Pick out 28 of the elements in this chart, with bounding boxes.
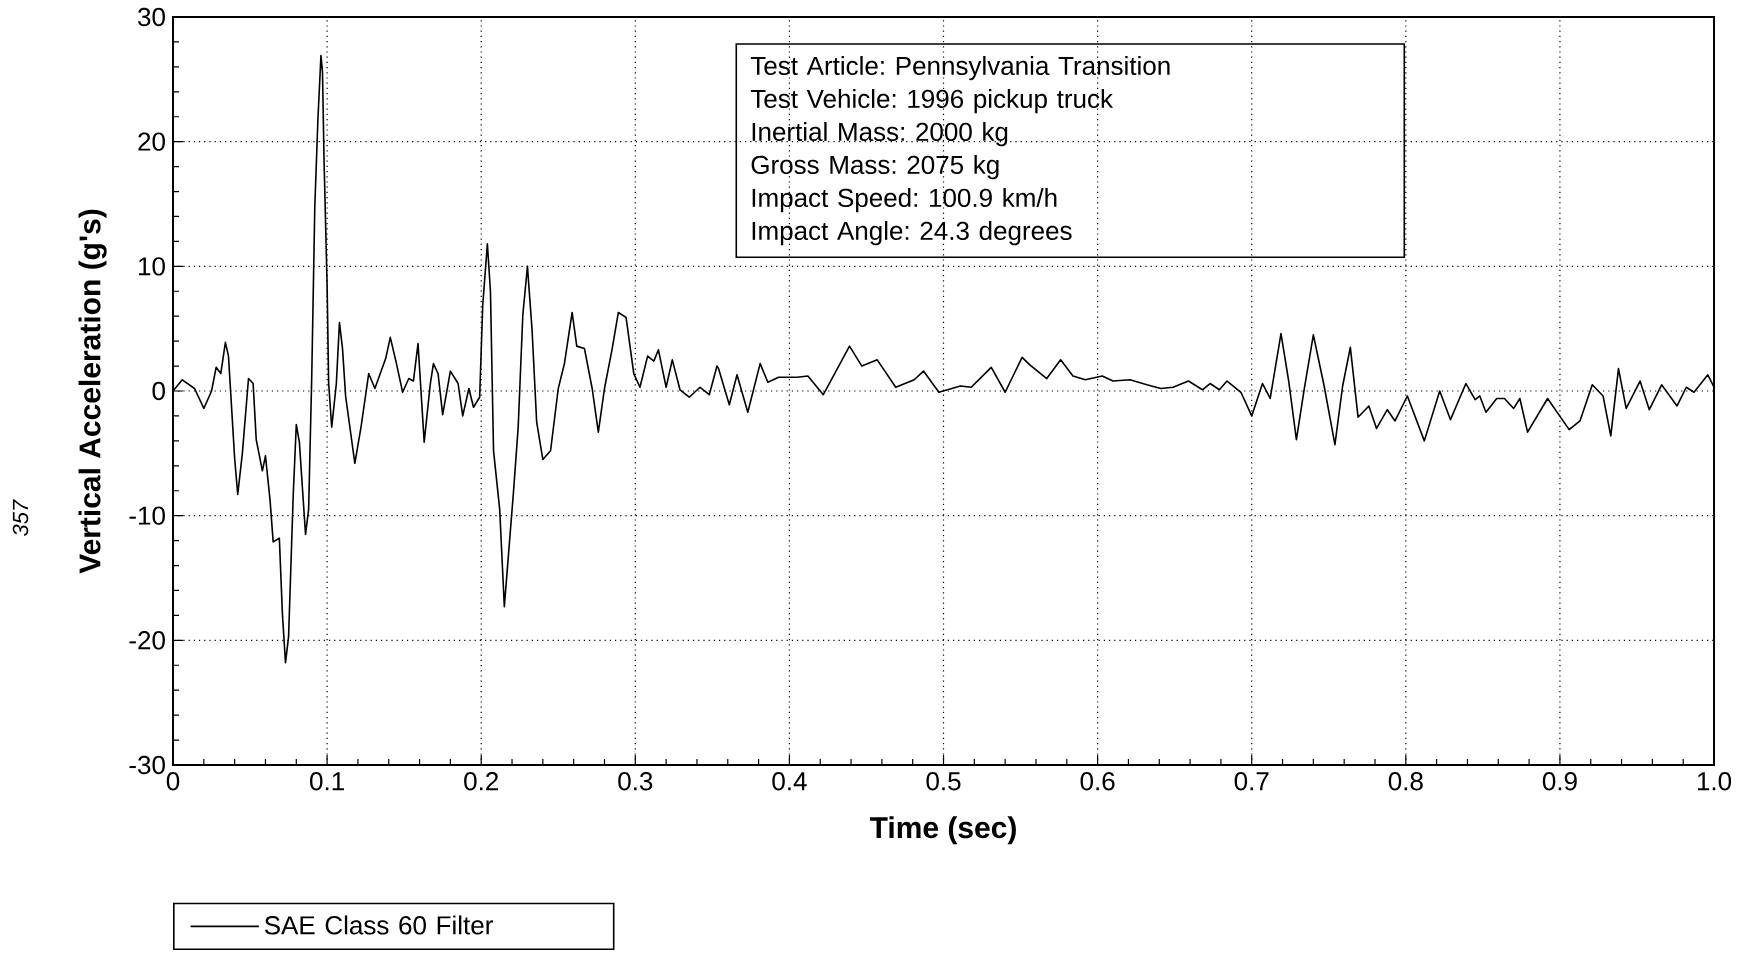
x-tick-label: 0.5 [926, 772, 961, 791]
x-tick-label: 0.4 [772, 772, 807, 791]
x-tick-label: 0 [166, 772, 180, 791]
annotation: Impact Angle: 24.3 degrees [752, 220, 1072, 246]
y-tick-label: 20 [138, 132, 165, 151]
x-tick-label: 0.2 [464, 772, 498, 791]
text: 357 [12, 499, 29, 537]
y-tick-label: 0 [152, 381, 165, 401]
x-tick-label: 0.1 [310, 772, 344, 791]
x-axis-title: Time (sec) [869, 816, 1016, 845]
y-tick-label: 30 [138, 7, 165, 27]
x-tick-label: 0.8 [1388, 772, 1423, 791]
y-tick-label: -10 [129, 506, 165, 525]
annotation: Test Article: Pennsylvania Transition [750, 55, 1170, 81]
annotation: Test Vehicle: 1996 pickup truck [750, 88, 1114, 114]
x-tick-label: 1.0 [1697, 772, 1732, 791]
legend-label: SAE Class 60 Filter [264, 915, 493, 935]
y-tick-label: -30 [129, 755, 165, 775]
x-tick-label: 0.3 [618, 772, 653, 791]
y-tick-label: -20 [129, 631, 165, 650]
annotation: Inertial Mass: 2000 kg [752, 121, 1008, 147]
y-tick-label: 10 [139, 257, 165, 276]
x-tick-label: 0.6 [1080, 772, 1115, 791]
x-tick-label: 0.9 [1542, 772, 1577, 791]
x-tick-label: 0.7 [1234, 772, 1269, 791]
y-axis-title: Vertical Acceleration (g's) [78, 209, 107, 574]
annotation: Impact Speed: 100.9 km/h [752, 187, 1057, 213]
annotation: Gross Mass: 2075 kg [751, 154, 999, 180]
